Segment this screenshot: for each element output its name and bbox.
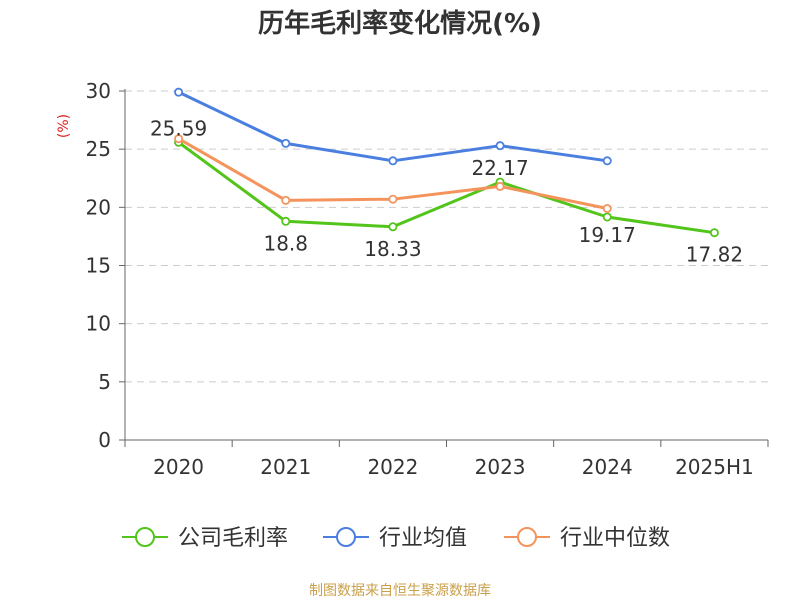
axes: 0 5 10 15 20 25 30 2020 2021 2022 2023 2024 2025H1 [86, 79, 769, 479]
data-point [602, 203, 612, 213]
data-label: 18.33 [364, 237, 421, 261]
data-label: 17.82 [686, 243, 743, 267]
data-point [602, 156, 612, 166]
y-tick-label: 25 [86, 137, 111, 161]
data-label: 19.17 [579, 223, 636, 247]
x-tick-label: 2022 [367, 455, 418, 479]
x-tick-label: 2025H1 [675, 455, 754, 479]
x-tick-label: 2020 [153, 455, 204, 479]
series-lines [174, 87, 719, 238]
legend-label: 行业均值 [379, 526, 467, 551]
legend-marker [135, 527, 155, 547]
data-point [281, 195, 291, 205]
y-tick-label: 5 [98, 370, 111, 394]
y-tick-label: 10 [86, 312, 111, 336]
data-point [495, 141, 505, 151]
data-label: 25.59 [150, 116, 207, 140]
gridlines [125, 90, 768, 383]
x-tick-label: 2023 [475, 455, 526, 479]
source-note: 制图数据来自恒生聚源数据库 [309, 583, 491, 599]
data-point [281, 216, 291, 226]
series-line [177, 140, 716, 235]
y-tick-label: 20 [86, 195, 111, 219]
data-point [388, 156, 398, 166]
y-axis-label: (%) [56, 114, 72, 138]
data-point [281, 138, 291, 148]
data-label: 22.17 [471, 156, 528, 180]
data-point [388, 194, 398, 204]
data-point [495, 181, 505, 191]
legend-label: 公司毛利率 [178, 526, 288, 551]
data-point [388, 222, 398, 232]
data-labels: 25.59 18.8 18.33 22.17 19.17 17.82 [150, 116, 743, 266]
y-tick-label: 0 [98, 428, 111, 452]
data-point [174, 134, 184, 144]
y-tick-label: 15 [86, 254, 111, 278]
y-tick-label: 30 [86, 79, 111, 103]
x-tick-label: 2021 [260, 455, 311, 479]
x-tick-label: 2024 [582, 455, 633, 479]
chart-title: 历年毛利率变化情况(%) [258, 8, 542, 39]
legend-label: 行业中位数 [560, 526, 670, 551]
data-point [174, 87, 184, 97]
legend: 公司毛利率 行业均值 行业中位数 [122, 526, 670, 551]
legend-marker [336, 527, 356, 547]
data-point [709, 228, 719, 238]
series-line [177, 90, 609, 163]
data-point [602, 212, 612, 222]
data-label: 18.8 [263, 231, 308, 255]
legend-marker [517, 527, 537, 547]
